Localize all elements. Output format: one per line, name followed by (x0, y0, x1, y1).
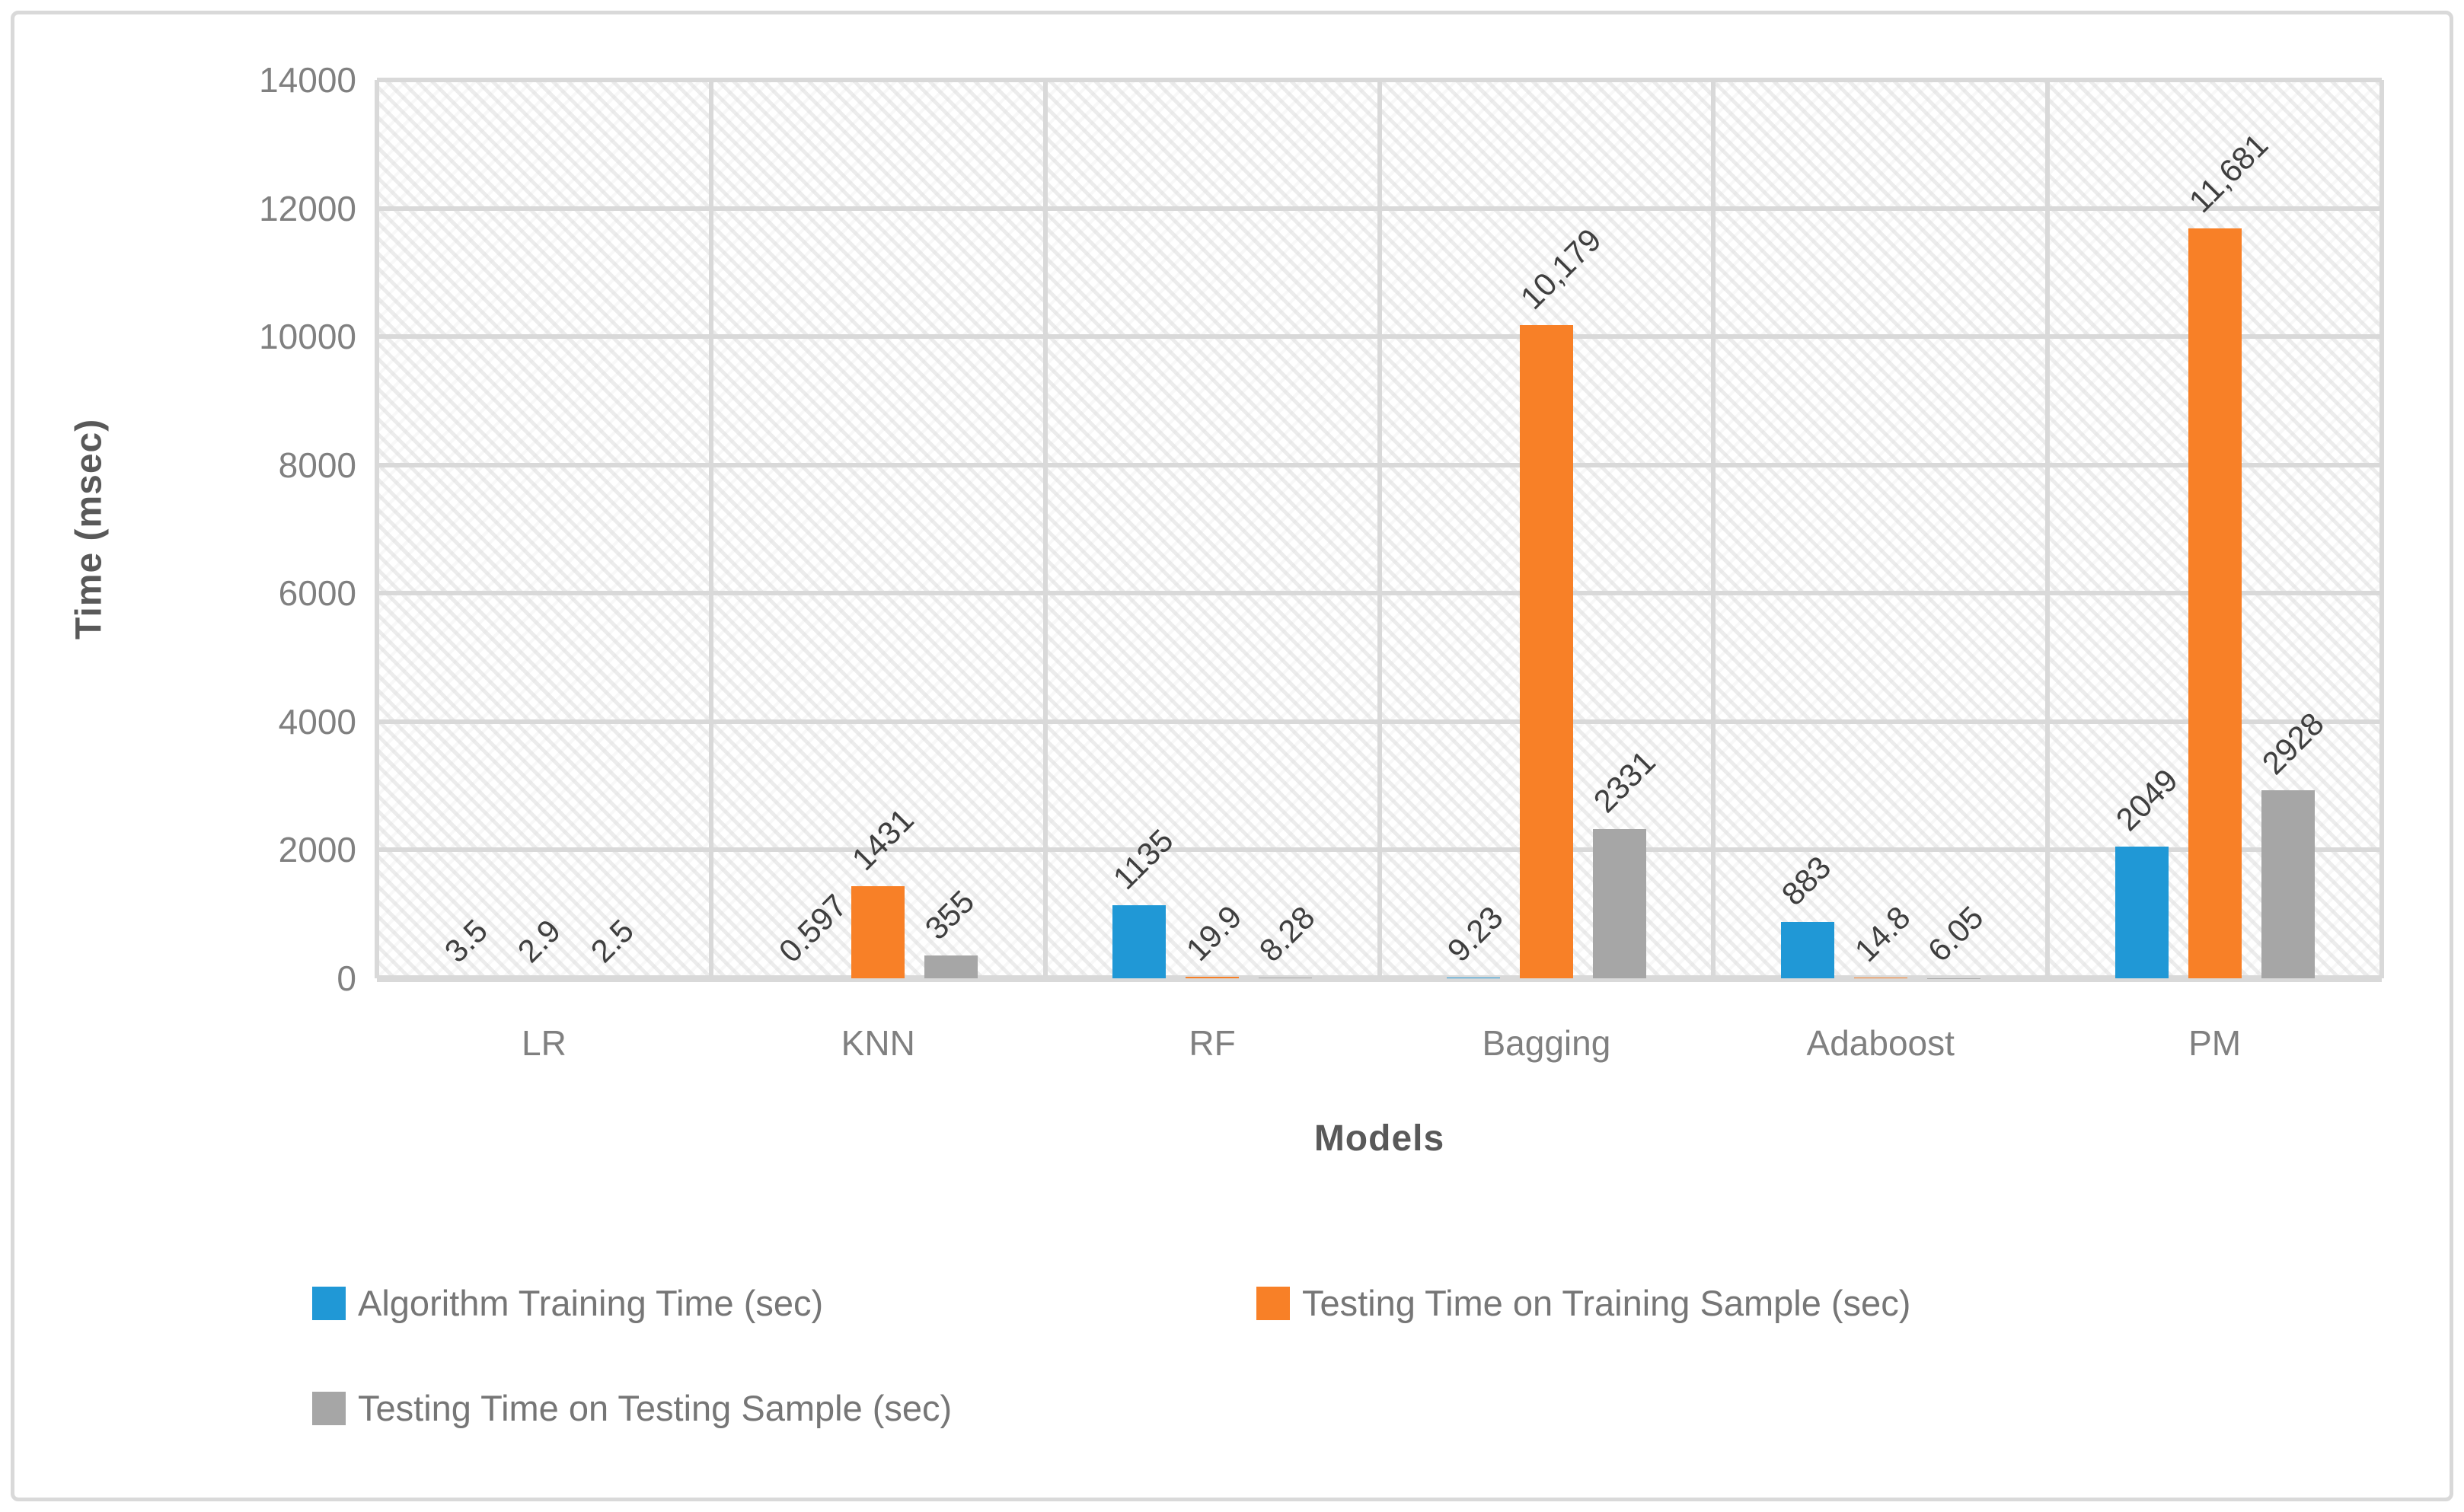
bar-group: 0.597 1431 355 (711, 80, 1045, 978)
vertical-gridline (2045, 80, 2050, 978)
legend-swatch (312, 1287, 346, 1320)
bar (2115, 847, 2169, 978)
bar (1592, 828, 1646, 978)
bar-data-label: 6.05 (1920, 899, 1990, 969)
bar-data-label: 2.9 (511, 912, 568, 969)
bar-group: 3.5 2.9 2.5 (377, 80, 711, 978)
vertical-gridline (1377, 80, 1382, 978)
vertical-gridline (1043, 80, 1048, 978)
category-label: LR (522, 1023, 567, 1063)
vertical-gridline (709, 80, 713, 978)
legend-label: Testing Time on Testing Sample (sec) (358, 1388, 953, 1428)
y-axis-tick-label: 2000 (278, 830, 356, 870)
bar (1186, 977, 1240, 978)
legend-item: Testing Time on Testing Sample (sec) (312, 1386, 1256, 1491)
bar-data-label: 1135 (1106, 822, 1180, 897)
y-axis-tick-label: 10000 (259, 317, 356, 357)
bar-data-label: 3.5 (438, 912, 495, 969)
bar-group: 883 14.8 6.05 (1713, 80, 2047, 978)
legend: Algorithm Training Time (sec) Testing Tim… (312, 1281, 2261, 1491)
legend-label: Testing Time on Training Sample (sec) (1302, 1283, 1911, 1323)
bar-group: 1135 19.9 8.28 (1045, 80, 1380, 978)
y-axis-tick-label: 0 (337, 959, 356, 998)
bar-data-label: 19.9 (1179, 898, 1249, 968)
bar (1780, 921, 1834, 978)
category-label: KNN (841, 1023, 915, 1063)
y-axis-tick-label: 8000 (278, 445, 356, 485)
bar (924, 955, 978, 978)
bar-data-label: 14.8 (1847, 898, 1917, 968)
category-label: Adaboost (1806, 1023, 1955, 1063)
bar-data-label: 0.597 (771, 887, 854, 969)
bar-data-label: 2331 (1586, 744, 1662, 820)
horizontal-gridline (377, 975, 2382, 982)
bar-group: 9.23 10,179 2331 (1380, 80, 1714, 978)
legend-item: Algorithm Training Time (sec) (312, 1281, 1256, 1386)
bar-group: 2049 11,681 2928 (2047, 80, 2382, 978)
bar-data-label: 2928 (2255, 705, 2331, 782)
legend-label: Algorithm Training Time (sec) (358, 1283, 824, 1323)
bar-data-label: 9.23 (1440, 899, 1510, 969)
legend-item: Testing Time on Training Sample (sec) (1256, 1281, 2201, 1386)
category-label: RF (1189, 1023, 1236, 1063)
bar-data-label: 10,179 (1513, 221, 1608, 316)
bar-data-label: 2049 (2108, 761, 2185, 838)
bar (1112, 905, 1167, 978)
vertical-gridline (1711, 80, 1716, 978)
y-axis-tick-label: 14000 (259, 60, 356, 100)
y-axis-tick-label: 4000 (278, 701, 356, 742)
bar (2188, 228, 2242, 978)
bar (1519, 325, 1573, 978)
bar (1927, 978, 1980, 979)
plot-area: 3.5 2.9 2.5 0.597 1431 355 1135 19.9 8.28 9.23 10,… (375, 78, 2384, 982)
bar-data-label: 8.28 (1252, 899, 1322, 969)
y-axis-tick-label: 12000 (259, 188, 356, 228)
y-axis-tick-label: 6000 (278, 573, 356, 614)
bar-data-label: 1431 (844, 801, 921, 878)
category-label: Bagging (1482, 1023, 1611, 1063)
vertical-gridline (375, 80, 379, 978)
bar (2261, 790, 2315, 978)
bar-data-label: 883 (1774, 849, 1838, 913)
category-label: PM (2188, 1023, 2242, 1063)
bar-data-label: 355 (918, 883, 981, 946)
bar (851, 886, 905, 978)
legend-swatch (312, 1392, 346, 1425)
legend-swatch (1256, 1287, 1290, 1320)
vertical-gridline (2379, 80, 2384, 978)
bar-data-label: 2.5 (584, 912, 641, 969)
x-axis-title: Models (1313, 1118, 1445, 1159)
